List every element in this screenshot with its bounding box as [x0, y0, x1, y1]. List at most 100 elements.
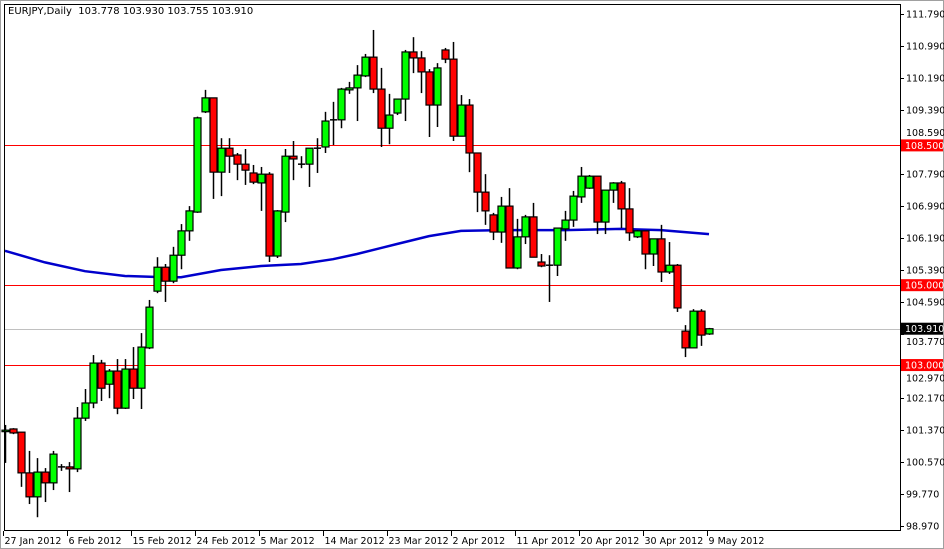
x-tick-label: 11 Apr 2012 [517, 536, 576, 547]
candle [577, 166, 586, 203]
y-tick-label: 99.770 [906, 490, 939, 501]
candle [689, 309, 698, 349]
candle-body-bearish [625, 208, 634, 234]
candle-body-bearish [9, 428, 18, 434]
y-tick-label: 101.370 [906, 426, 944, 437]
candle [97, 359, 106, 401]
candle [633, 230, 642, 239]
candle [489, 212, 498, 241]
candle [153, 257, 162, 294]
level-label: 103.000 [905, 361, 944, 372]
candle-body-bullish [385, 114, 394, 129]
candle [425, 69, 434, 138]
candle-body-bearish [241, 163, 250, 171]
candle-body-bearish [129, 368, 138, 389]
candle-body-bullish [49, 453, 58, 484]
candle-body-bullish [105, 370, 114, 385]
candle-body-bearish [465, 104, 474, 154]
candle-body-bullish [1, 429, 10, 433]
candle [49, 450, 58, 491]
candle-body-bullish [89, 362, 98, 404]
candle [369, 29, 378, 94]
candle [225, 138, 234, 173]
y-tick-label: 104.590 [906, 298, 944, 309]
candle-body-bearish [449, 58, 458, 137]
candle-body-bullish [401, 51, 410, 100]
candle [473, 152, 482, 213]
candle [265, 172, 274, 263]
candle-body-bullish [353, 74, 362, 89]
level-label-bg [901, 139, 943, 152]
candle [649, 238, 658, 267]
candle-body-bullish [561, 219, 570, 230]
candle-body-bullish [705, 328, 714, 335]
candle-body-bullish [257, 173, 266, 184]
y-tick-label: 105.390 [906, 266, 944, 277]
candle [609, 182, 618, 203]
candle-body-bearish [529, 216, 538, 258]
candle [113, 359, 122, 415]
candle [681, 325, 690, 358]
candle [569, 190, 578, 227]
candle-body-bearish [505, 205, 514, 269]
candle-body-bearish [593, 175, 602, 223]
candle-body-bearish [41, 471, 50, 484]
candle-body-bearish [97, 362, 106, 389]
y-tick-label: 106.990 [906, 202, 944, 213]
candle [665, 242, 674, 274]
y-tick-label: 103.770 [906, 337, 944, 348]
x-tick-label: 23 Mar 2012 [389, 536, 449, 547]
candle [385, 93, 394, 145]
bid-price-label-bg [901, 322, 943, 335]
candle-body-bullish [457, 104, 466, 137]
candle-body-bullish [513, 236, 522, 269]
candle-body-bullish [569, 195, 578, 221]
ohlc-readout: 103.778 103.930 103.755 103.910 [78, 6, 254, 17]
candle-body-bearish [233, 154, 242, 165]
candle [401, 49, 410, 122]
candle-body-bearish [473, 152, 482, 193]
candle-body-bullish [273, 210, 282, 257]
candle-body-bullish [201, 97, 210, 113]
candle [441, 47, 450, 64]
candle [585, 174, 594, 189]
candle-body-bearish [537, 261, 546, 267]
candle-body-bullish [305, 147, 314, 165]
candle-body-bullish [121, 368, 130, 409]
candle-body-bearish [681, 330, 690, 349]
candle [561, 210, 570, 241]
candle [641, 230, 650, 270]
bid-price-label: 103.910 [905, 324, 944, 335]
candle-body-bearish [489, 214, 498, 233]
candle-body-bullish [609, 182, 618, 191]
candle [289, 141, 298, 181]
candle [537, 254, 546, 268]
candle [529, 202, 538, 258]
candle [129, 347, 138, 399]
x-tick-label: 6 Feb 2012 [69, 536, 122, 547]
y-tick-label: 100.570 [906, 458, 944, 469]
candle [497, 196, 506, 243]
candle-body-bullish [281, 155, 290, 213]
candle-body-bullish [73, 417, 82, 470]
candle [145, 299, 154, 350]
candle [417, 51, 426, 94]
candle [449, 41, 458, 142]
candle-body-bullish [601, 189, 610, 223]
x-tick-label: 5 Mar 2012 [261, 536, 315, 547]
candle [330, 101, 337, 145]
candle [593, 175, 602, 235]
y-tick-label: 102.170 [906, 394, 944, 405]
candle [193, 116, 202, 213]
y-tick-label: 110.190 [906, 74, 944, 85]
candle [105, 369, 114, 399]
level-label-bg [901, 279, 943, 292]
candle [257, 166, 266, 211]
x-tick-label: 27 Jan 2012 [5, 536, 62, 547]
candle [409, 37, 418, 74]
candle-body-bearish [369, 56, 378, 90]
candle-body-bullish [521, 216, 530, 238]
candle-body-bullish [337, 88, 346, 121]
candle-body-bullish [577, 175, 586, 198]
